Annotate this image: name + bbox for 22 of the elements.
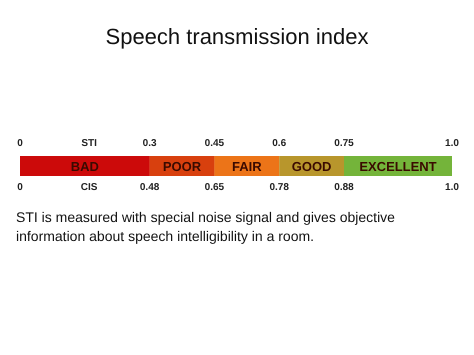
x-tick-label: 0.45 — [204, 138, 225, 149]
series-label: EXCELLENT — [359, 159, 437, 174]
text: 0.88 — [334, 182, 354, 193]
x-tick-label: 0.6 — [272, 138, 287, 149]
series-label: FAIR — [232, 159, 262, 174]
text: 0.78 — [269, 182, 290, 193]
x-tick-label: 0 — [17, 138, 24, 149]
text: STI is measured with special noise signal and gives objective information about speech intelligibility in a room. — [16, 208, 396, 246]
series-label: POOR — [162, 159, 202, 174]
text: 0.65 — [204, 182, 225, 193]
text: 0.48 — [140, 182, 160, 193]
x-tick-label: 0.3 — [142, 138, 157, 149]
series-label: BAD — [70, 159, 99, 174]
text: CIS — [80, 182, 98, 193]
text: 1.0 — [445, 182, 460, 193]
x-tick-label: 1.0 — [445, 138, 460, 149]
x-axis-title: STI — [81, 138, 98, 149]
x-tick-label: 0.75 — [334, 138, 354, 149]
series-label: GOOD — [292, 159, 332, 174]
text: 0 — [17, 182, 24, 193]
chart-title: Speech transmission index — [104, 23, 370, 51]
bar — [20, 156, 150, 176]
